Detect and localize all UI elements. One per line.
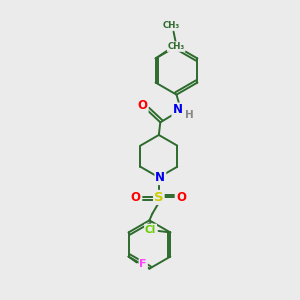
Text: Cl: Cl: [145, 224, 156, 235]
Text: O: O: [131, 191, 141, 204]
Text: N: N: [172, 103, 182, 116]
Text: N: N: [155, 171, 165, 184]
Text: F: F: [140, 259, 147, 269]
Text: S: S: [154, 191, 164, 204]
Text: O: O: [138, 99, 148, 112]
Text: H: H: [185, 110, 194, 120]
Text: CH₃: CH₃: [168, 42, 185, 51]
Text: CH₃: CH₃: [163, 21, 180, 30]
Text: O: O: [177, 191, 187, 204]
